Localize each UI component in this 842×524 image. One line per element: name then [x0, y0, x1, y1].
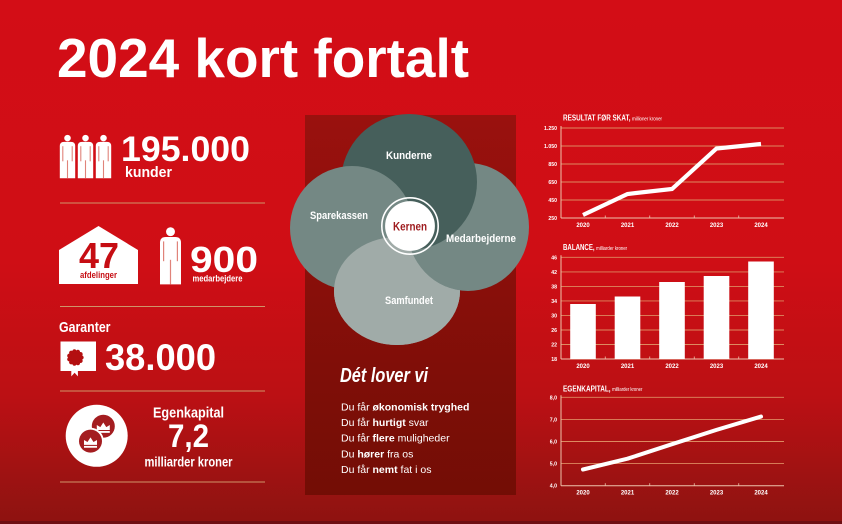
- svg-text:2022: 2022: [665, 491, 679, 497]
- svg-text:2020: 2020: [576, 491, 590, 497]
- svg-text:2022: 2022: [665, 223, 679, 229]
- svg-text:2020: 2020: [576, 364, 590, 370]
- svg-text:850: 850: [548, 162, 557, 168]
- svg-text:22: 22: [551, 343, 557, 349]
- svg-text:1.050: 1.050: [544, 144, 557, 150]
- svg-text:Samfundet: Samfundet: [385, 295, 433, 307]
- svg-text:milliarder kroner: milliarder kroner: [145, 454, 233, 470]
- svg-text:RESULTAT FØR SKAT,: RESULTAT FØR SKAT,: [563, 114, 631, 123]
- svg-text:BALANCE,: BALANCE,: [563, 243, 595, 252]
- svg-text:2024: 2024: [754, 491, 768, 497]
- svg-text:2023: 2023: [710, 491, 724, 497]
- svg-text:4,0: 4,0: [550, 484, 557, 490]
- svg-text:Medarbejderne: Medarbejderne: [446, 233, 516, 245]
- svg-text:250: 250: [548, 216, 557, 222]
- svg-text:Egenkapital: Egenkapital: [153, 406, 224, 422]
- svg-text:milliarder kroner: milliarder kroner: [596, 246, 627, 252]
- svg-text:42: 42: [551, 270, 557, 276]
- svg-text:Du får hurtigt svar: Du får hurtigt svar: [341, 417, 429, 429]
- svg-text:2023: 2023: [710, 223, 724, 229]
- svg-text:2024: 2024: [754, 223, 768, 229]
- svg-text:900: 900: [190, 239, 258, 280]
- svg-text:Du får økonomisk tryghed: Du får økonomisk tryghed: [341, 402, 469, 414]
- svg-text:26: 26: [551, 328, 557, 334]
- svg-text:46: 46: [551, 255, 557, 261]
- svg-text:Du får nemt fat i os: Du får nemt fat i os: [341, 464, 431, 476]
- svg-text:38.000: 38.000: [105, 337, 216, 378]
- svg-text:millioner kroner: millioner kroner: [632, 117, 662, 123]
- svg-text:47: 47: [79, 235, 119, 276]
- svg-text:2021: 2021: [621, 223, 635, 229]
- svg-text:6,0: 6,0: [550, 440, 557, 446]
- svg-text:8,0: 8,0: [550, 395, 557, 401]
- svg-text:2021: 2021: [621, 491, 635, 497]
- svg-text:30: 30: [551, 313, 557, 319]
- svg-text:Kunderne: Kunderne: [386, 150, 432, 162]
- svg-text:Kernen: Kernen: [393, 220, 427, 234]
- svg-text:2022: 2022: [665, 364, 679, 370]
- svg-text:2021: 2021: [621, 364, 635, 370]
- svg-text:Sparekassen: Sparekassen: [310, 210, 368, 222]
- svg-text:1.250: 1.250: [544, 126, 557, 132]
- svg-text:2020: 2020: [576, 223, 590, 229]
- svg-text:milliarder kroner: milliarder kroner: [612, 387, 643, 393]
- svg-text:18: 18: [551, 357, 557, 363]
- svg-text:7,0: 7,0: [550, 417, 557, 423]
- svg-text:afdelinger: afdelinger: [80, 270, 117, 281]
- svg-text:5,0: 5,0: [550, 462, 557, 468]
- svg-text:2024: 2024: [754, 364, 768, 370]
- svg-text:650: 650: [548, 180, 557, 186]
- svg-text:34: 34: [551, 299, 557, 305]
- svg-text:7,2: 7,2: [168, 418, 209, 454]
- svg-text:Garanter: Garanter: [59, 320, 111, 336]
- svg-text:Du får flere muligheder: Du får flere muligheder: [341, 433, 450, 445]
- svg-text:EGENKAPITAL,: EGENKAPITAL,: [563, 384, 611, 393]
- svg-text:450: 450: [548, 198, 557, 204]
- svg-text:Du hører fra os: Du hører fra os: [341, 448, 413, 460]
- svg-text:2024 kort fortalt: 2024 kort fortalt: [57, 27, 469, 89]
- svg-text:38: 38: [551, 284, 557, 290]
- svg-text:medarbejdere: medarbejdere: [193, 274, 243, 285]
- svg-text:Dét lover vi: Dét lover vi: [340, 365, 428, 387]
- svg-text:195.000: 195.000: [121, 130, 250, 169]
- svg-text:2023: 2023: [710, 364, 724, 370]
- svg-text:kunder: kunder: [125, 164, 172, 181]
